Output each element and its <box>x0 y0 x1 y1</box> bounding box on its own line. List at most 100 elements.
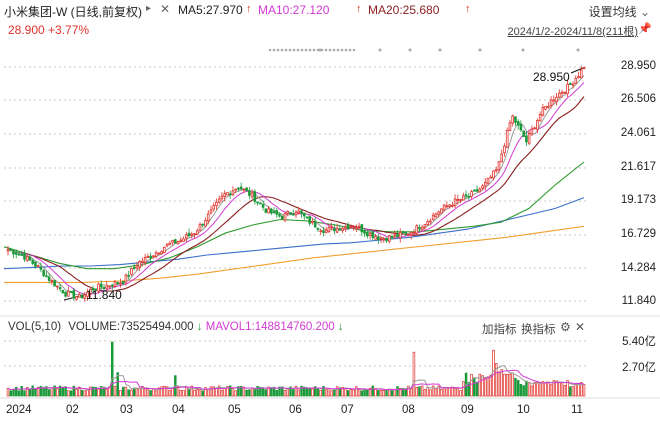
candle-body <box>34 261 37 267</box>
volume-bar <box>50 387 54 397</box>
candle-body <box>127 275 130 277</box>
candle-body <box>105 284 109 289</box>
candle-body <box>220 195 224 200</box>
event-marker <box>318 48 322 52</box>
candle-body <box>486 177 490 184</box>
volume-bar <box>149 390 152 397</box>
event-marker <box>276 48 280 52</box>
volume-bar <box>434 388 438 397</box>
candle-body <box>338 228 342 231</box>
volume-bar <box>179 390 183 397</box>
volume-bar <box>497 371 501 397</box>
volume-bar <box>160 386 163 397</box>
volume-bar <box>473 377 476 397</box>
candle-body <box>327 227 331 233</box>
volume-bar <box>182 390 185 397</box>
volume-bar <box>201 390 204 397</box>
volume-bar <box>352 389 355 397</box>
candle-body <box>253 191 257 202</box>
event-marker <box>292 48 296 52</box>
candle-body <box>497 161 501 171</box>
y-label-6: 16.729 <box>620 228 656 240</box>
triangle-right-icon[interactable]: ▸ <box>146 3 152 14</box>
volume-bar <box>259 386 262 397</box>
candle-body <box>239 186 243 190</box>
add-indicator-button[interactable]: 加指标 <box>482 324 517 336</box>
candle-body <box>72 290 76 299</box>
ma120-line <box>3 197 585 270</box>
volume-bar <box>261 387 265 397</box>
candle-body <box>541 107 545 116</box>
volume-bar <box>489 374 492 397</box>
candle-body <box>152 255 155 258</box>
candle-body <box>174 239 177 244</box>
volume-bar <box>505 373 509 397</box>
volume-bar <box>39 385 43 397</box>
pin-icon[interactable]: 📌 <box>638 23 652 35</box>
volume-bar <box>294 385 298 397</box>
volume-bar <box>56 388 59 397</box>
candle-body <box>472 189 476 192</box>
volume-bar <box>176 387 180 397</box>
volume-bar <box>67 390 70 397</box>
candle-body <box>547 105 550 108</box>
ma20-label: MA20:25.680 <box>368 3 440 17</box>
volume-bar <box>61 387 65 397</box>
volume-bar <box>80 390 84 397</box>
volume-bar <box>494 363 498 397</box>
candle-body <box>382 238 386 241</box>
settings-ma-button[interactable]: 设置均线 ⌄ <box>588 5 650 19</box>
event-marker <box>308 48 312 52</box>
volume-bar <box>121 386 125 397</box>
switch-indicator-button[interactable]: 换指标 <box>521 324 556 336</box>
y-label-8: 11.840 <box>621 295 656 307</box>
candle-body <box>341 228 344 231</box>
volume-bar <box>330 390 333 397</box>
volume-bar <box>6 387 10 397</box>
event-marker <box>332 48 336 52</box>
volume-bar <box>374 389 377 397</box>
volume-bar <box>360 390 364 397</box>
candle-body <box>6 249 10 252</box>
volume-bar <box>333 389 336 397</box>
candle-body <box>280 215 284 220</box>
stock-title[interactable]: 小米集团-W (日线,前复权) <box>4 5 142 19</box>
candle-body <box>215 201 218 206</box>
candle-body <box>179 239 183 242</box>
candle-body <box>245 187 248 192</box>
candle-body <box>470 191 473 197</box>
candle-body <box>272 211 276 213</box>
x-label-2024: 2024 <box>6 404 32 416</box>
close-icon[interactable]: ✕ <box>575 320 586 334</box>
candle-body <box>525 135 528 143</box>
gear-icon[interactable]: ⚙ <box>560 320 571 334</box>
ma5-line <box>7 75 585 297</box>
candle-body <box>286 210 290 214</box>
volume-bar <box>555 380 558 397</box>
volume-bar <box>346 390 350 397</box>
x-label-09: 09 <box>461 404 474 416</box>
volume-bar <box>355 386 358 397</box>
chevron-down-icon: ⌄ <box>639 5 650 19</box>
volume-bar <box>536 381 539 397</box>
candle-body <box>481 185 484 189</box>
candle-body <box>69 290 73 293</box>
candle-body <box>234 188 237 191</box>
volume-bar <box>500 369 503 397</box>
volume-bar <box>327 388 331 397</box>
volume-bar <box>363 388 366 397</box>
candle-body <box>231 190 235 196</box>
volume-bar <box>113 385 117 397</box>
volume-bar <box>377 390 380 397</box>
candle-body <box>154 252 158 258</box>
date-range[interactable]: 2024/1/2-2024/11/8(211根) <box>507 26 638 38</box>
candle-body <box>445 205 449 208</box>
candle-body <box>366 232 369 237</box>
volume-bar <box>448 386 451 397</box>
volume-bar <box>451 386 454 397</box>
x-icon[interactable]: ✕ <box>160 2 171 16</box>
volume-bar <box>453 388 457 397</box>
vol-title: VOL(5,10) <box>8 321 62 333</box>
candle-body <box>431 214 435 220</box>
